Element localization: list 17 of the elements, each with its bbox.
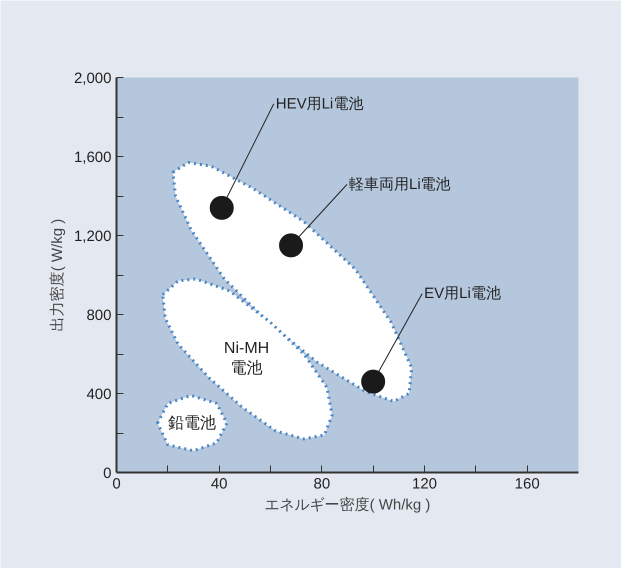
y-tick-label: 2,000 <box>74 70 112 87</box>
y-tick-label: 800 <box>86 307 112 324</box>
series-label: 鉛電池 <box>168 414 216 432</box>
x-axis-title: エネルギー密度( Wh/kg ) <box>264 496 430 514</box>
annotation: 軽車両用Li電池 <box>349 176 451 193</box>
x-tick-label: 160 <box>514 476 540 492</box>
y-tick-label: 1,600 <box>74 149 112 166</box>
x-tick-label: 80 <box>313 476 330 492</box>
x-tick-label: 40 <box>210 476 228 492</box>
annotation: HEV用Li電池 <box>276 95 364 112</box>
y-tick-label: 400 <box>86 386 112 403</box>
series-label: Ni-MH 電池 <box>224 340 270 378</box>
y-tick-label: 1,200 <box>74 228 112 245</box>
annotation: EV用Li電池 <box>424 285 501 302</box>
x-tick-label: 120 <box>412 476 438 492</box>
y-tick-label: 0 <box>103 465 112 482</box>
y-axis-title: 出力密度( W/kg ) <box>48 218 66 332</box>
